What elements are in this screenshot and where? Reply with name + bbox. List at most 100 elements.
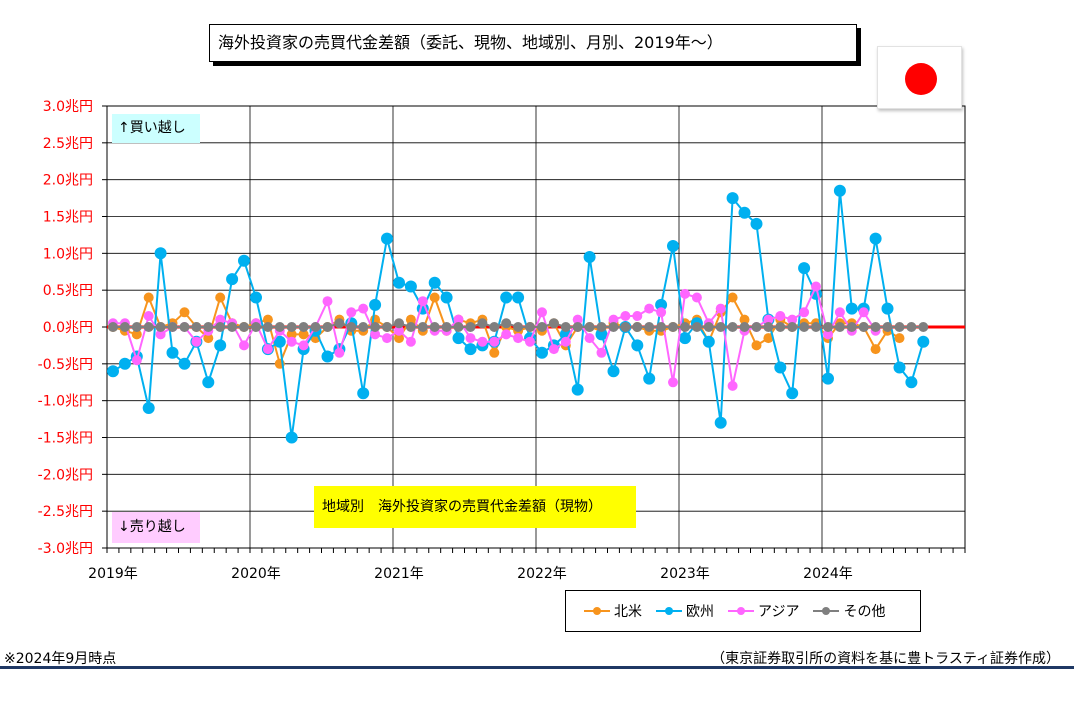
data-point: [286, 336, 297, 347]
data-point: [846, 322, 857, 332]
data-point: [727, 380, 738, 391]
data-point: [703, 322, 714, 332]
data-point: [477, 336, 488, 347]
data-point: [893, 361, 906, 374]
sell-annotation: ↓売り越し: [112, 512, 200, 543]
data-point: [714, 416, 727, 429]
data-point: [881, 302, 894, 315]
legend-label: その他: [843, 604, 886, 620]
data-point: [763, 322, 774, 332]
data-point: [191, 336, 202, 347]
data-point: [608, 322, 619, 332]
data-point: [667, 240, 679, 252]
data-point: [571, 383, 584, 396]
data-point: [656, 322, 667, 332]
data-point: [381, 232, 393, 245]
data-point: [440, 291, 453, 304]
data-point: [870, 322, 881, 332]
data-point: [155, 329, 166, 340]
data-point: [775, 311, 786, 321]
data-point: [179, 322, 190, 332]
data-point: [655, 298, 668, 311]
data-point: [464, 343, 477, 356]
data-point: [405, 336, 416, 347]
data-point: [441, 322, 452, 332]
data-point: [596, 347, 607, 358]
y-tick-label: 1.0兆円: [43, 246, 93, 262]
data-point: [525, 322, 535, 332]
data-point: [715, 322, 726, 332]
data-point: [727, 322, 738, 332]
data-point: [452, 332, 465, 345]
data-point: [489, 336, 500, 347]
legend-label: 北米: [614, 604, 642, 620]
legend-item: アジア: [728, 601, 799, 621]
data-point: [822, 372, 834, 385]
data-point: [214, 339, 227, 352]
data-point: [226, 273, 239, 286]
chart-series: [107, 184, 930, 444]
data-point: [501, 318, 512, 329]
data-point: [273, 335, 286, 348]
y-tick-label: -1.0兆円: [38, 394, 93, 410]
legend-item: 北米: [584, 601, 642, 621]
x-tick-label: 2020年: [231, 566, 281, 582]
data-point: [584, 333, 595, 344]
data-point: [215, 322, 226, 332]
data-point: [167, 322, 178, 332]
data-point: [787, 314, 798, 325]
x-tick-label: 2019年: [88, 566, 138, 582]
data-point: [142, 402, 155, 414]
data-point: [680, 322, 690, 332]
data-point: [632, 322, 643, 332]
data-point: [738, 206, 751, 219]
data-point: [262, 314, 273, 325]
data-point: [489, 322, 500, 332]
data-point: [227, 322, 238, 332]
data-point: [679, 332, 691, 345]
data-point: [285, 431, 298, 444]
data-point: [405, 322, 416, 332]
legend-swatch: [728, 607, 754, 615]
data-point: [358, 322, 369, 332]
data-point: [799, 322, 810, 332]
data-point: [607, 365, 620, 378]
data-point: [404, 280, 417, 293]
data-point: [405, 314, 416, 325]
data-point: [262, 322, 273, 332]
legend-swatch: [813, 607, 840, 615]
data-point: [179, 307, 190, 318]
data-point: [894, 322, 905, 332]
data-point: [548, 318, 559, 329]
data-point: [513, 322, 524, 332]
data-point: [513, 333, 524, 344]
y-tick-label: -2.5兆円: [38, 504, 93, 520]
data-point: [215, 292, 226, 303]
data-point: [357, 387, 370, 400]
data-point: [702, 335, 715, 348]
data-point: [155, 322, 166, 332]
data-point: [763, 333, 774, 344]
data-point: [512, 291, 525, 304]
data-point: [774, 361, 787, 374]
x-tick-label: 2022年: [517, 566, 567, 582]
y-tick-label: 0.0兆円: [43, 320, 93, 336]
x-tick-label: 2021年: [374, 566, 424, 582]
data-point: [643, 372, 656, 385]
data-point: [882, 322, 893, 332]
data-point: [489, 347, 500, 358]
data-point: [656, 307, 667, 318]
data-point: [382, 322, 392, 332]
data-point: [536, 346, 548, 359]
data-point: [215, 314, 226, 325]
legend-label: アジア: [758, 604, 800, 620]
data-point: [298, 322, 309, 332]
data-point: [834, 322, 845, 332]
data-point: [906, 322, 917, 332]
data-point: [178, 357, 191, 370]
data-point: [870, 344, 881, 355]
data-point: [143, 322, 154, 332]
data-point: [834, 307, 845, 318]
data-point: [203, 333, 214, 344]
data-point: [251, 322, 261, 332]
